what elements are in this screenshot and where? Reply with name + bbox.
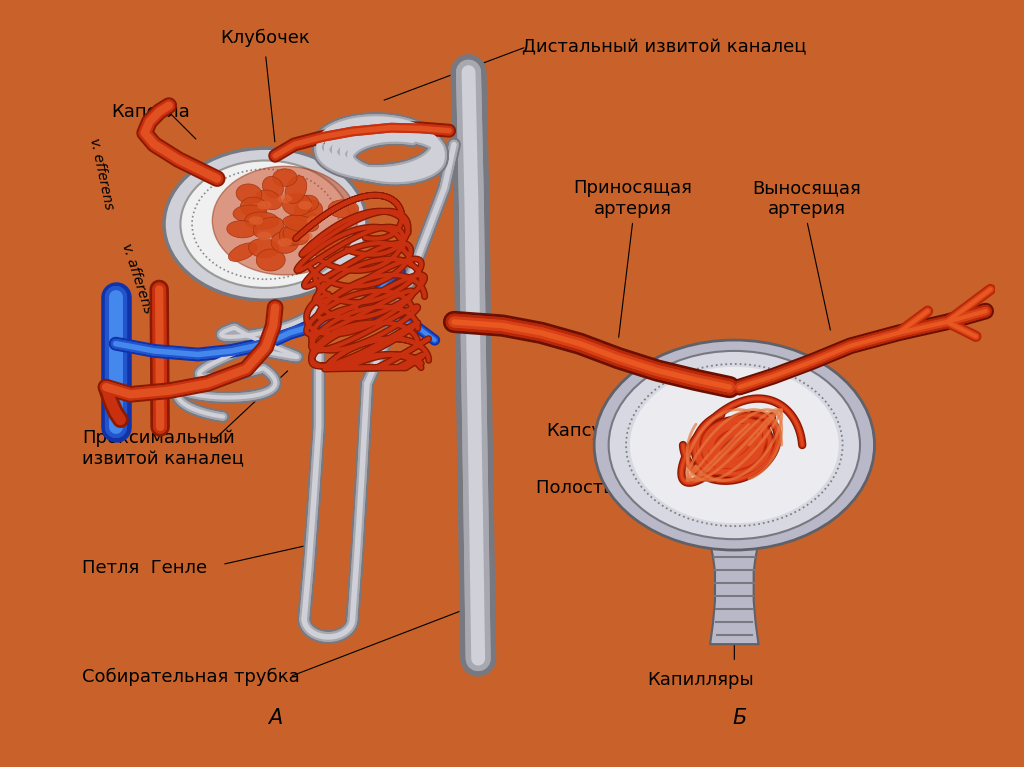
Text: Проксимальный
извитой каналец: Проксимальный извитой каналец [82,430,244,468]
Ellipse shape [226,221,257,238]
Text: v. efferens: v. efferens [87,137,116,211]
Ellipse shape [256,190,282,209]
Ellipse shape [298,232,312,240]
Text: Дистальный извитой каналец: Дистальный извитой каналец [521,38,806,56]
Ellipse shape [298,201,312,209]
Ellipse shape [278,195,292,203]
Ellipse shape [307,239,336,258]
Ellipse shape [328,199,358,218]
Text: Полость капсулы: Полость капсулы [537,479,699,498]
Ellipse shape [257,232,271,240]
Ellipse shape [241,197,267,217]
Ellipse shape [283,216,318,232]
Text: Собирательная трубка: Собирательная трубка [82,667,300,686]
Text: Петля  Генле: Петля Генле [82,559,207,577]
Ellipse shape [285,176,307,203]
Ellipse shape [317,231,350,252]
Ellipse shape [294,200,323,221]
Ellipse shape [253,217,284,239]
Text: Выносящая
артерия: Выносящая артерия [753,179,861,219]
Circle shape [608,351,860,539]
Polygon shape [711,543,759,644]
Ellipse shape [306,216,322,225]
Text: Клубочек: Клубочек [220,28,310,47]
Ellipse shape [262,176,284,198]
Ellipse shape [249,239,279,258]
Ellipse shape [257,201,271,209]
Text: Капсула: Капсула [546,422,625,439]
Ellipse shape [245,212,279,229]
Circle shape [164,148,367,300]
Text: Б: Б [732,708,746,728]
Text: v. afferens: v. afferens [119,242,155,315]
Ellipse shape [233,205,267,222]
Ellipse shape [256,249,286,271]
Circle shape [212,166,357,275]
Ellipse shape [278,238,292,247]
Ellipse shape [237,184,262,203]
Ellipse shape [297,195,318,212]
Text: Приносящая
артерия: Приносящая артерия [573,179,692,219]
Circle shape [180,160,350,288]
Ellipse shape [271,232,299,253]
Circle shape [594,340,874,550]
Ellipse shape [283,225,309,245]
Text: Капсула: Капсула [111,103,189,121]
Ellipse shape [283,193,312,216]
Ellipse shape [286,212,321,229]
Circle shape [630,367,839,523]
Ellipse shape [228,243,257,262]
Ellipse shape [249,216,263,225]
Ellipse shape [272,169,297,186]
Text: Капилляры: Капилляры [647,671,754,690]
Text: А: А [268,708,283,728]
Ellipse shape [280,225,301,246]
